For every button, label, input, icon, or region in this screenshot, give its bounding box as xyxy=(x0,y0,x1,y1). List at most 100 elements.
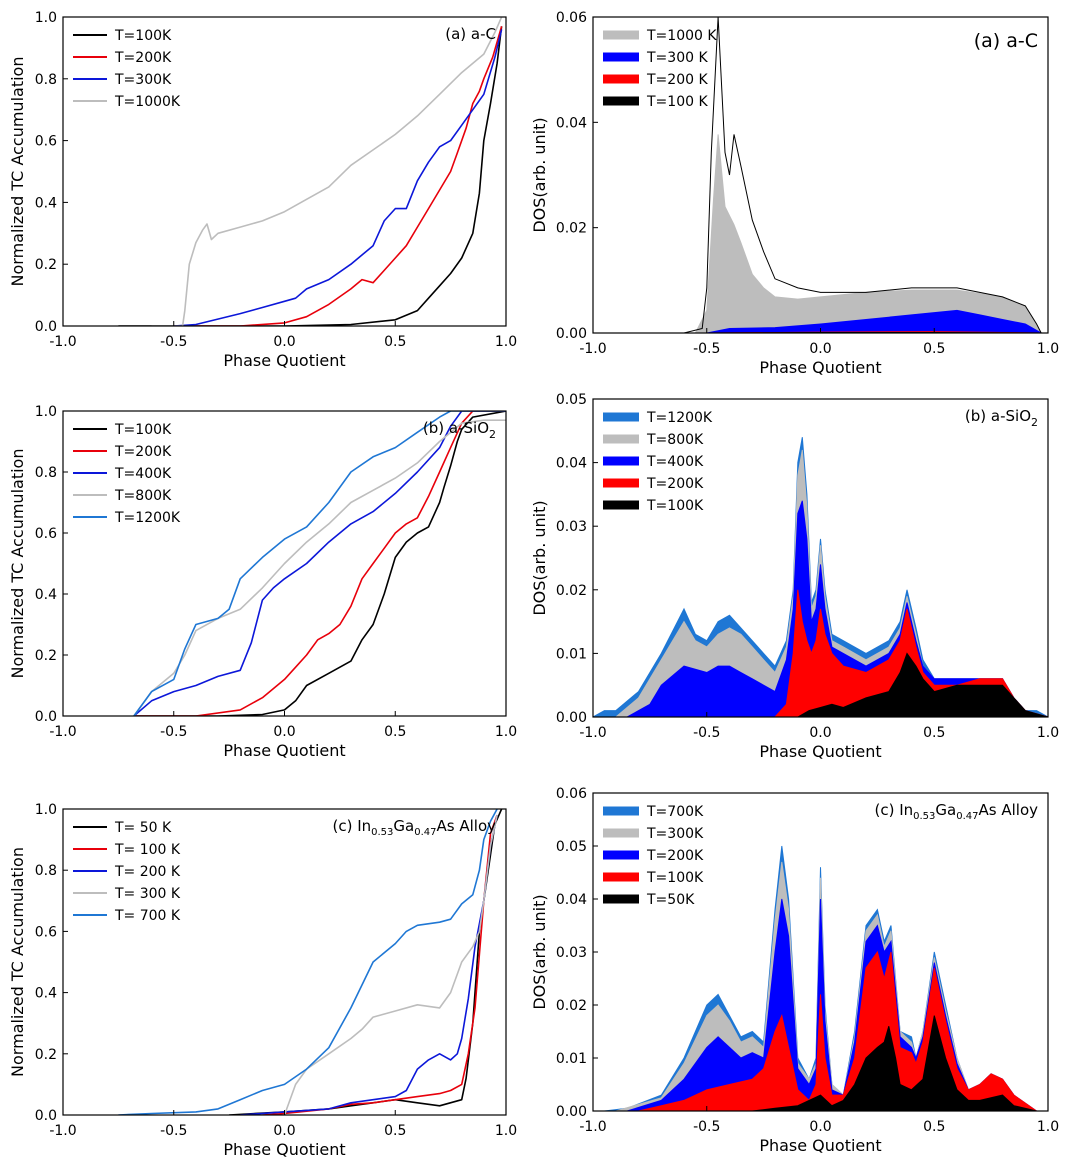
plot-area xyxy=(604,845,1037,1111)
legend-label: T=200K xyxy=(646,476,704,492)
y-tick-label: 0.0 xyxy=(35,319,57,335)
y-tick-label: 0.00 xyxy=(556,326,587,342)
series-line-t200k xyxy=(133,411,506,716)
legend-label: T=300 K xyxy=(646,50,708,66)
x-tick-label: -0.5 xyxy=(693,1119,720,1135)
dos-area-t300k xyxy=(706,309,1043,333)
series-line-t100k xyxy=(262,814,498,1115)
x-tick-label: 1.0 xyxy=(495,1123,517,1139)
y-axis-label: DOS(arb. unit) xyxy=(530,500,549,615)
y-tick-label: 0.03 xyxy=(556,945,587,961)
y-tick-label: 0.00 xyxy=(556,710,587,726)
y-axis-label: Normalized TC Accumulation xyxy=(8,449,27,679)
series-line-t400k xyxy=(133,411,506,716)
panel-label-subscript: 2 xyxy=(489,428,496,441)
series-line-t1200k xyxy=(133,411,506,716)
x-tick-label: -0.5 xyxy=(693,725,720,741)
x-axis-label: Phase Quotient xyxy=(759,358,881,377)
legend-label: T=200K xyxy=(114,50,172,66)
panel-label: (b) a-SiO2 xyxy=(965,407,1038,429)
y-tick-label: 0.05 xyxy=(556,839,587,855)
x-axis-label: Phase Quotient xyxy=(223,351,345,370)
y-tick-label: 0.8 xyxy=(35,72,57,88)
legend-label: T=1000 K xyxy=(646,28,717,44)
x-tick-label: -0.5 xyxy=(160,1123,187,1139)
series-line-t100k xyxy=(133,411,506,716)
x-tick-label: 0.0 xyxy=(273,334,295,350)
y-tick-label: 0.01 xyxy=(556,646,587,662)
x-tick-label: -0.5 xyxy=(160,334,187,350)
y-tick-label: 0.4 xyxy=(35,986,57,1002)
legend-label: T=50K xyxy=(646,892,695,908)
legend-label: T=100K xyxy=(114,28,172,44)
chart-panel-b1: -1.0 -0.5 0.0 0.5 1.0 0.0 0.2 0.4 0.6 0.8 1.0 Phase… xyxy=(8,404,517,760)
x-tick-label: 1.0 xyxy=(1037,1119,1059,1135)
x-tick-label: -0.5 xyxy=(693,341,720,357)
y-axis-label: Normalized TC Accumulation xyxy=(8,847,27,1077)
y-tick-label: 0.6 xyxy=(35,924,57,940)
series-line-t1000k xyxy=(151,17,503,326)
x-tick-label: -1.0 xyxy=(49,334,76,350)
panel-label-text: Ga xyxy=(935,801,956,819)
x-axis-label: Phase Quotient xyxy=(223,741,345,760)
x-tick-label: -1.0 xyxy=(579,725,606,741)
y-tick-label: 0.8 xyxy=(35,465,57,481)
y-axis-label: DOS(arb. unit) xyxy=(530,117,549,232)
panel-label-text: As Alloy xyxy=(979,801,1039,819)
series-line-t200k xyxy=(240,814,498,1115)
x-tick-label: -1.0 xyxy=(579,1119,606,1135)
x-tick-label: 1.0 xyxy=(1037,341,1059,357)
y-tick-label: 0.05 xyxy=(556,392,587,408)
legend-label: T=1200K xyxy=(114,510,181,526)
dos-total-outline xyxy=(638,17,1042,333)
y-tick-label: 0.03 xyxy=(556,519,587,535)
y-tick-label: 0.04 xyxy=(556,115,587,131)
y-tick-label: 0.2 xyxy=(35,257,57,273)
legend-label: T=300K xyxy=(646,826,704,842)
y-tick-label: 0.6 xyxy=(35,134,57,150)
plot-area xyxy=(133,411,506,716)
legend-label: T=200K xyxy=(114,444,172,460)
panel-label: (c) In0.53Ga0.47As Alloy xyxy=(332,817,496,838)
panel-label-text: (a) a-C xyxy=(445,25,496,43)
x-tick-label: 0.5 xyxy=(384,724,406,740)
chart-panel-c2: -1.0 -0.5 0.0 0.5 1.0 0.00 0.01 0.02 0.03 0.04 0.0… xyxy=(530,786,1059,1155)
legend-label: T=400K xyxy=(646,454,704,470)
y-tick-label: 0.2 xyxy=(35,648,57,664)
x-tick-label: 0.5 xyxy=(923,725,945,741)
series-line-t100k xyxy=(118,26,503,326)
y-tick-label: 0.00 xyxy=(556,1104,587,1120)
chart-panel-b2: -1.0 -0.5 0.0 0.5 1.0 0.00 0.01 0.02 0.03 0.04 0.0… xyxy=(530,392,1059,761)
x-tick-label: 0.5 xyxy=(923,1119,945,1135)
legend-label: T=700K xyxy=(646,804,704,820)
x-tick-label: 0.5 xyxy=(923,341,945,357)
y-tick-label: 0.2 xyxy=(35,1047,57,1063)
dos-area-t1000k xyxy=(694,134,1042,333)
legend-label: T=200K xyxy=(646,848,704,864)
legend-label: T=100K xyxy=(114,422,172,438)
x-tick-label: 0.0 xyxy=(273,1123,295,1139)
legend-label: T=1000K xyxy=(114,94,181,110)
panel-label-text: As Alloy xyxy=(437,817,497,835)
y-tick-label: 0.06 xyxy=(556,786,587,802)
series-line-t200k xyxy=(173,26,503,326)
x-tick-label: 0.0 xyxy=(273,724,295,740)
x-tick-label: 0.5 xyxy=(384,1123,406,1139)
series-line-t800k xyxy=(133,419,506,716)
y-tick-label: 0.01 xyxy=(556,1051,587,1067)
legend-label: T=100K xyxy=(646,870,704,886)
legend-label: T=800K xyxy=(646,432,704,448)
legend-label: T=400K xyxy=(114,466,172,482)
x-axis-label: Phase Quotient xyxy=(759,1136,881,1155)
panel-label-text: (a) a-C xyxy=(974,30,1038,52)
chart-panel-a1: -1.0 -0.5 0.0 0.5 1.0 0.0 0.2 0.4 0.6 0.8 1.0 Phase… xyxy=(8,10,517,370)
x-tick-label: -1.0 xyxy=(49,724,76,740)
y-tick-label: 0.06 xyxy=(556,10,587,26)
x-tick-label: 0.0 xyxy=(809,725,831,741)
y-tick-label: 0.02 xyxy=(556,221,587,237)
y-tick-label: 0.02 xyxy=(556,583,587,599)
panel-label-subscript: 0.53 xyxy=(371,827,393,838)
legend-label: T=1200K xyxy=(646,410,713,426)
legend-label: T=100 K xyxy=(646,94,708,110)
